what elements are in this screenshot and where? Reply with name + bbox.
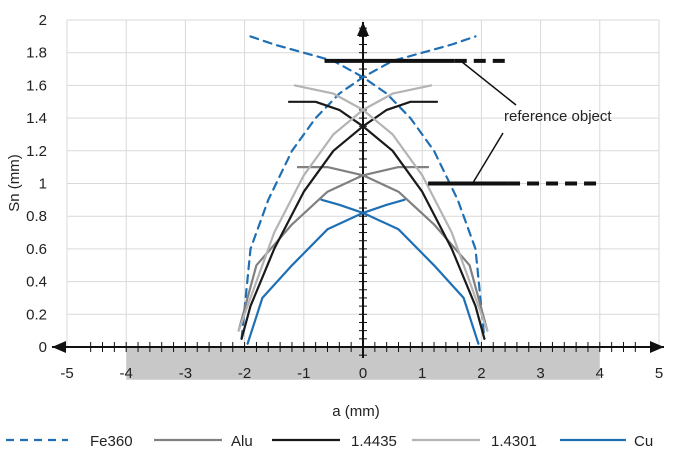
x-tick-label: 0 [359,365,367,382]
y-tick-label: 0 [39,339,47,356]
x-tick-label: 2 [477,365,485,382]
y-tick-label: 0.6 [26,241,47,258]
x-tick-label: -3 [179,365,192,382]
series-line-fe360-branch-1 [249,35,486,340]
legend-label-alu: Alu [231,433,253,450]
x-tick-label: -5 [60,365,73,382]
legend-entry-fe360: Fe360 [6,433,133,450]
x-tick-label: 1 [418,365,426,382]
x-tick-label: -2 [238,365,251,382]
x-tick-label: -1 [297,365,310,382]
x-tick-label: 4 [596,365,604,382]
x-axis-arrow-right [650,341,664,353]
x-axis-arrow-left [52,341,66,353]
legend-entry-1-4435: 1.4435 [272,433,397,450]
series-line-1-4301-branch-0 [237,84,433,332]
annotation-pointers [460,60,517,184]
series-lines [237,35,489,345]
y-tick-label: 1.8 [26,45,47,62]
legend-entry-1-4301: 1.4301 [412,433,537,450]
y-tick-label: 1.6 [26,77,47,94]
y-axis-title: Sn (mm) [6,154,23,212]
series-line-1-4435-branch-0 [240,100,439,340]
x-tick-label: 5 [655,365,663,382]
reference-object-annotation: reference object [504,108,612,125]
x-tick-label: -4 [120,365,133,382]
legend-label-1-4435: 1.4435 [351,433,397,450]
x-axis-title: a (mm) [332,403,380,420]
annotation-pointer-0 [460,60,517,106]
y-tick-label: 1.2 [26,143,47,160]
legend-label-1-4301: 1.4301 [491,433,537,450]
series-line-1-4435-branch-1 [287,100,486,340]
y-tick-label: 0.2 [26,306,47,323]
tick-labels: -5 -4 -3 -2 -1 0 1 2 3 4 5 0 0.2 0.4 0.6 0.8 1 1.2 1.4 1.6 1… [26,12,663,382]
y-tick-label: 1.4 [26,110,47,127]
y-tick-label: 0.8 [26,208,47,225]
legend-entry-cu: Cu [560,433,653,450]
annotation-pointer-1 [471,132,504,184]
y-axis-arrow-up [357,22,369,36]
x-tick-label: 3 [536,365,544,382]
series-line-alu-branch-0 [237,166,430,332]
series-line-1-4301-branch-1 [293,84,489,332]
legend-label-fe360: Fe360 [90,433,133,450]
series-line-cu-branch-1 [320,198,480,345]
y-tick-label: 1 [39,176,47,193]
series-line-cu-branch-0 [246,198,406,345]
reference-objects [324,58,600,186]
series-line-alu-branch-1 [296,166,489,332]
legend-entry-alu: Alu [154,433,253,450]
series-line-fe360-branch-0 [240,35,477,340]
y-tick-label: 2 [39,12,47,29]
y-tick-label: 0.4 [26,274,47,291]
legend-label-cu: Cu [634,433,653,450]
legend: Fe360 Alu 1.4435 1.4301 Cu [6,433,653,450]
